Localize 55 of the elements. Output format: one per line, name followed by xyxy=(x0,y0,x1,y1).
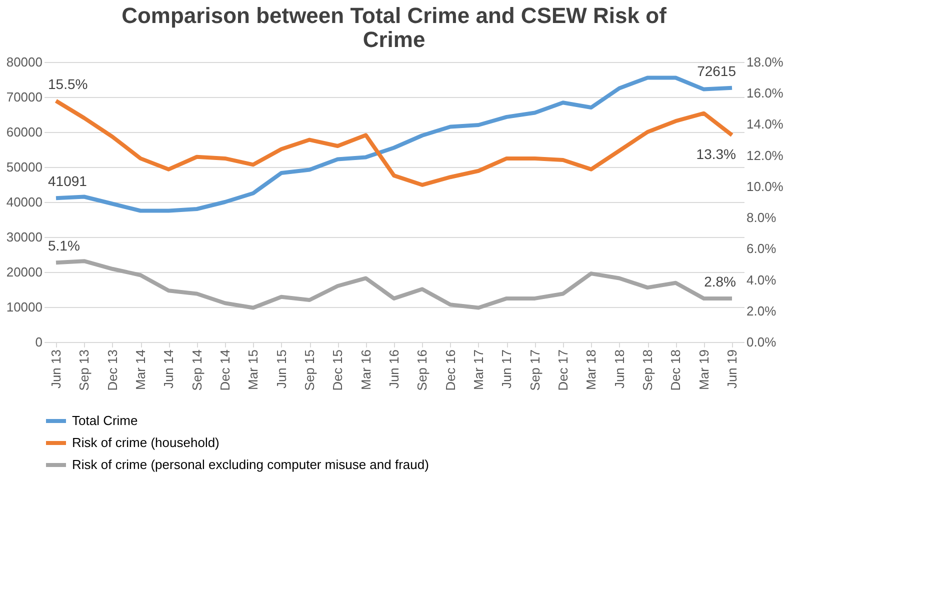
legend-label: Risk of crime (household) xyxy=(72,435,220,450)
y2-tick-label: 10.0% xyxy=(746,178,784,194)
y-tick-label: 0 xyxy=(35,334,42,350)
x-tick-label: Mar 15 xyxy=(246,350,261,390)
y2-tick-label: 4.0% xyxy=(746,272,777,288)
x-tick-label: Sep 15 xyxy=(302,350,317,391)
data-label: 72615 xyxy=(697,62,736,79)
y2-tick-label: 6.0% xyxy=(746,241,777,256)
y-tick-label: 30000 xyxy=(6,230,42,244)
y2-tick-label: 16.0% xyxy=(746,86,784,101)
line-series xyxy=(54,259,734,310)
y2-tick-label: 0.0% xyxy=(746,334,777,350)
x-tick-label: Dec 16 xyxy=(442,350,458,391)
x-tick-label: Mar 19 xyxy=(696,350,712,390)
x-tick-label: Jun 19 xyxy=(724,350,740,389)
y2-tick-label: 18.0% xyxy=(746,54,784,70)
y-tick-label: 10000 xyxy=(6,300,42,314)
x-tick-label: Dec 15 xyxy=(330,350,346,391)
x-tick-label: Sep 14 xyxy=(189,350,204,391)
x-tick-label: Jun 17 xyxy=(499,350,514,389)
data-label: 13.3% xyxy=(696,146,736,162)
y-tick-label: 40000 xyxy=(6,194,42,210)
x-tick-label: Dec 13 xyxy=(104,350,120,391)
x-tick-label: Sep 17 xyxy=(527,350,542,391)
x-tick-label: Mar 18 xyxy=(584,350,599,390)
x-tick-label: Jun 15 xyxy=(274,350,289,389)
x-tick-label: Mar 16 xyxy=(358,350,374,390)
data-label: 5.1% xyxy=(48,238,80,254)
legend-label: Risk of crime (personal excluding computer misuse and fraud) xyxy=(72,457,429,472)
x-tick-label: Dec 18 xyxy=(668,350,684,391)
x-tick-label: Jun 18 xyxy=(612,350,627,389)
y-tick-label: 70000 xyxy=(6,90,42,104)
x-tick-label: Dec 17 xyxy=(556,350,570,391)
y2-tick-label: 14.0% xyxy=(746,116,784,132)
data-label: 15.5% xyxy=(48,76,88,92)
legend-label: Total Crime xyxy=(72,413,138,428)
y2-tick-label: 2.0% xyxy=(746,303,777,318)
x-tick-label: Mar 14 xyxy=(133,350,148,390)
data-label: 2.8% xyxy=(704,273,736,290)
chart-title: Comparison between Total Crime and CSEW Risk of Crime xyxy=(122,3,668,52)
y-tick-label: 20000 xyxy=(6,264,42,280)
data-label: 41091 xyxy=(48,173,88,190)
y2-tick-label: 12.0% xyxy=(746,148,784,163)
x-tick-label: Jun 14 xyxy=(161,350,176,389)
x-tick-label: Jun 13 xyxy=(48,350,64,389)
y-tick-label: 80000 xyxy=(6,54,42,70)
y2-tick-label: 8.0% xyxy=(746,210,777,226)
x-tick-label: Sep 18 xyxy=(640,350,655,391)
x-tick-label: Sep 13 xyxy=(76,350,92,391)
x-tick-label: Sep 16 xyxy=(414,350,430,391)
x-tick-label: Dec 14 xyxy=(218,350,232,391)
y-tick-label: 60000 xyxy=(6,124,42,140)
x-tick-label: Jun 16 xyxy=(386,350,402,389)
x-tick-label: Mar 17 xyxy=(471,350,486,390)
y-tick-label: 50000 xyxy=(6,160,42,174)
